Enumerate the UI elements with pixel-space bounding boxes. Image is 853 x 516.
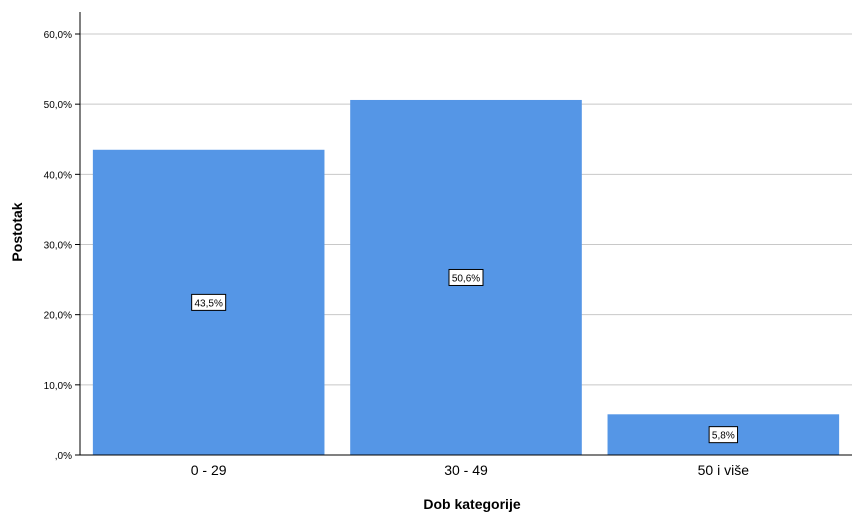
x-tick-label: 0 - 29 <box>191 462 227 478</box>
data-labels: 43,5% 50,6% 5,8% <box>191 268 739 444</box>
x-tick-label: 30 - 49 <box>444 462 488 478</box>
data-label: 5,8% <box>712 431 735 442</box>
data-label-box <box>448 268 484 286</box>
y-tick-label: ,0% <box>55 451 72 462</box>
y-tick-label: 30,0% <box>44 241 72 252</box>
data-label-box <box>191 293 227 311</box>
y-axis-title: Postotak <box>9 202 25 261</box>
data-label-box <box>708 426 739 444</box>
y-tick-label: 50,0% <box>44 100 72 111</box>
y-tick-label: 60,0% <box>44 30 72 41</box>
y-tick-label: 40,0% <box>44 170 72 181</box>
x-tick-label: 50 i više <box>698 462 750 478</box>
data-label: 43,5% <box>194 298 222 309</box>
y-tick-label: 10,0% <box>44 381 72 392</box>
y-tick-labels: ,0% 10,0% 20,0% 30,0% 40,0% 50,0% 60,0% <box>44 30 80 462</box>
data-label: 50,6% <box>452 273 480 284</box>
x-axis-title: Dob kategorije <box>423 496 520 512</box>
y-tick-label: 20,0% <box>44 311 72 322</box>
x-tick-labels: 0 - 29 30 - 49 50 i više <box>191 462 749 478</box>
axes <box>79 12 852 456</box>
